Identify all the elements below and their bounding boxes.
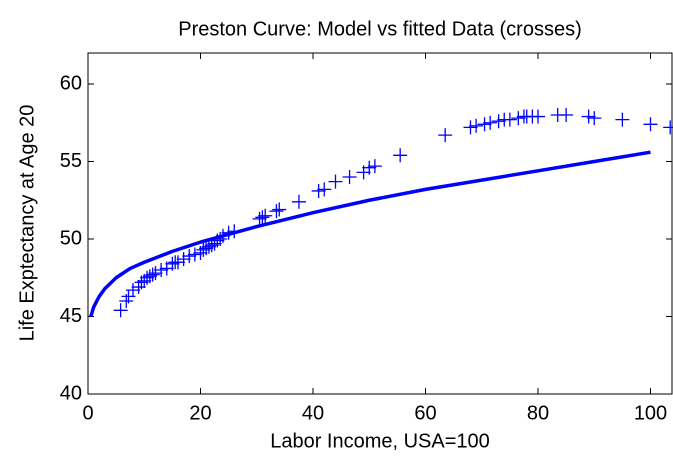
- data-cross: [483, 115, 498, 130]
- data-cross: [328, 174, 343, 189]
- data-cross: [187, 247, 202, 262]
- chart-title: Preston Curve: Model vs fitted Data (cro…: [178, 18, 581, 40]
- y-tick-label: 60: [60, 72, 82, 94]
- data-cross: [126, 283, 140, 298]
- data-cross: [477, 117, 492, 132]
- y-tick-label: 55: [60, 150, 82, 172]
- data-cross: [113, 303, 128, 318]
- data-cross: [531, 109, 545, 124]
- data-cross: [221, 225, 236, 240]
- data-cross: [199, 241, 214, 256]
- data-cross: [663, 120, 673, 135]
- data-cross: [142, 269, 157, 284]
- model-line: [89, 150, 651, 318]
- data-cross: [643, 117, 658, 132]
- data-cross: [502, 112, 517, 127]
- plot-frame: [87, 52, 673, 395]
- x-tick-label: 60: [414, 402, 436, 424]
- data-cross: [154, 263, 169, 277]
- data-cross: [317, 182, 332, 197]
- data-cross: [196, 242, 211, 257]
- x-tick-label: 80: [527, 402, 549, 424]
- data-cross: [227, 224, 242, 239]
- x-tick-label: 100: [634, 402, 667, 424]
- data-cross: [255, 210, 270, 225]
- data-cross: [587, 111, 602, 126]
- data-cross: [367, 159, 382, 174]
- data-cross: [258, 208, 273, 223]
- x-axis-label: Labor Income, USA=100: [270, 430, 490, 452]
- x-tick-label: 40: [302, 402, 324, 424]
- data-cross: [252, 211, 267, 226]
- y-tick-label: 40: [60, 382, 82, 404]
- y-tick-label: 50: [60, 227, 82, 249]
- data-cross: [269, 204, 284, 219]
- data-cross: [438, 128, 453, 143]
- x-tick-label: 0: [82, 402, 93, 424]
- data-cross: [291, 194, 306, 209]
- data-cross: [165, 256, 180, 271]
- data-cross: [272, 202, 287, 217]
- data-cross: [182, 249, 197, 264]
- x-tick-label: 20: [189, 402, 211, 424]
- data-cross: [581, 109, 596, 124]
- data-cross: [213, 232, 228, 246]
- data-cross: [559, 108, 574, 122]
- data-cross: [615, 112, 630, 127]
- data-cross: [201, 239, 216, 254]
- data-cross: [342, 170, 357, 184]
- y-axis-label: Life Exptectancy at Age 20: [16, 105, 38, 342]
- data-cross: [148, 266, 163, 281]
- data-cross: [393, 148, 408, 163]
- data-cross: [145, 267, 160, 282]
- data-cross: [176, 252, 191, 267]
- y-tick-label: 45: [60, 305, 82, 327]
- data-cross: [463, 120, 478, 135]
- data-cross: [362, 160, 377, 175]
- data-cross: [140, 270, 155, 285]
- data-cross: [311, 183, 326, 198]
- data-cross: [171, 255, 185, 270]
- data-cross: [216, 228, 230, 243]
- data-cross: [469, 118, 484, 133]
- data-cross: [511, 111, 526, 126]
- data-cross: [491, 114, 506, 129]
